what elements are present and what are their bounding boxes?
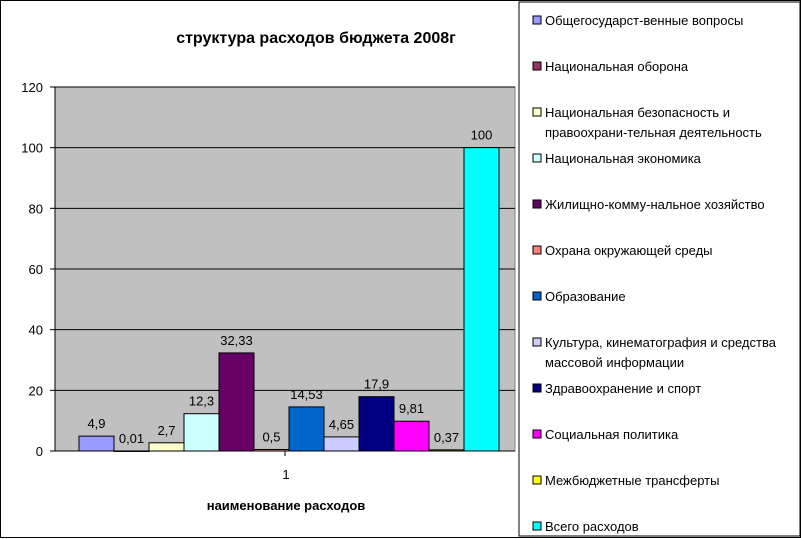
chart-title: структура расходов бюджета 2008г (176, 30, 456, 47)
y-tick-label: 40 (29, 323, 43, 338)
legend-item-label: Общегосударст-венные вопросы (545, 13, 743, 28)
data-label: 100 (471, 128, 493, 143)
bar (463, 147, 500, 452)
legend-item-label: Социальная политика (545, 427, 679, 442)
legend-swatch (532, 475, 542, 485)
legend-item-label: Национальная безопасность и правоохрани-т… (545, 105, 762, 140)
legend-item-label: Здравоохранение и спорт (545, 381, 701, 396)
y-tick-label: 0 (36, 444, 43, 459)
data-label: 0,01 (119, 431, 144, 446)
y-tick-label: 20 (29, 383, 43, 398)
bar (323, 436, 360, 452)
legend-item-label: Национальная экономика (545, 151, 702, 166)
x-tick-label: 1 (282, 467, 289, 482)
plot-area: 0 20 40 60 80 100 120 4,9 0,01 2,7 12,3 32,33 0,5 14,… (21, 80, 516, 459)
legend-swatch (532, 61, 542, 71)
data-label: 9,81 (399, 401, 424, 416)
legend-swatch (532, 199, 542, 209)
legend-swatch (532, 107, 542, 117)
bar (393, 420, 430, 452)
bar (148, 442, 185, 452)
x-axis-label: наименование расходов (207, 498, 366, 513)
legend-item-label: Жилищно-комму-нальное хозяйство (545, 197, 765, 212)
bar (113, 450, 150, 452)
data-label: 0,5 (262, 429, 280, 444)
y-tick-label: 120 (21, 80, 43, 95)
legend-swatch (532, 153, 542, 163)
data-label: 4,9 (87, 416, 105, 431)
bar (253, 448, 290, 452)
legend-swatch (532, 521, 542, 531)
legend-item-label: Национальная оборона (545, 59, 689, 74)
bar (78, 435, 115, 452)
data-label: 14,53 (290, 387, 323, 402)
y-tick-label: 80 (29, 201, 43, 216)
legend: Общегосударст-венные вопросы Национальная… (518, 1, 801, 537)
bar (288, 406, 325, 452)
legend-item-label: Культура, кинематография и средства массо… (545, 335, 777, 370)
legend-item-label: Образование (545, 289, 626, 304)
bar (428, 449, 465, 452)
legend-swatch (532, 245, 542, 255)
legend-swatch (532, 429, 542, 439)
legend-swatch (532, 337, 542, 347)
data-label: 4,65 (329, 417, 354, 432)
legend-item-label: Охрана окружающей среды (545, 243, 713, 258)
data-label: 32,33 (220, 333, 253, 348)
legend-swatch (532, 383, 542, 393)
data-label: 2,7 (157, 423, 175, 438)
bar (183, 413, 220, 452)
legend-swatch (532, 291, 542, 301)
data-label: 12,3 (189, 394, 214, 409)
y-tick-label: 100 (21, 141, 43, 156)
legend-box (518, 1, 801, 537)
data-label: 0,37 (434, 430, 459, 445)
bar (358, 396, 395, 452)
legend-swatch (532, 15, 542, 25)
data-label: 17,9 (364, 377, 389, 392)
legend-item-label: Всего расходов (545, 519, 639, 534)
y-tick-label: 60 (29, 262, 43, 277)
bar (218, 352, 255, 452)
legend-item-label: Межбюджетные трансферты (545, 473, 719, 488)
